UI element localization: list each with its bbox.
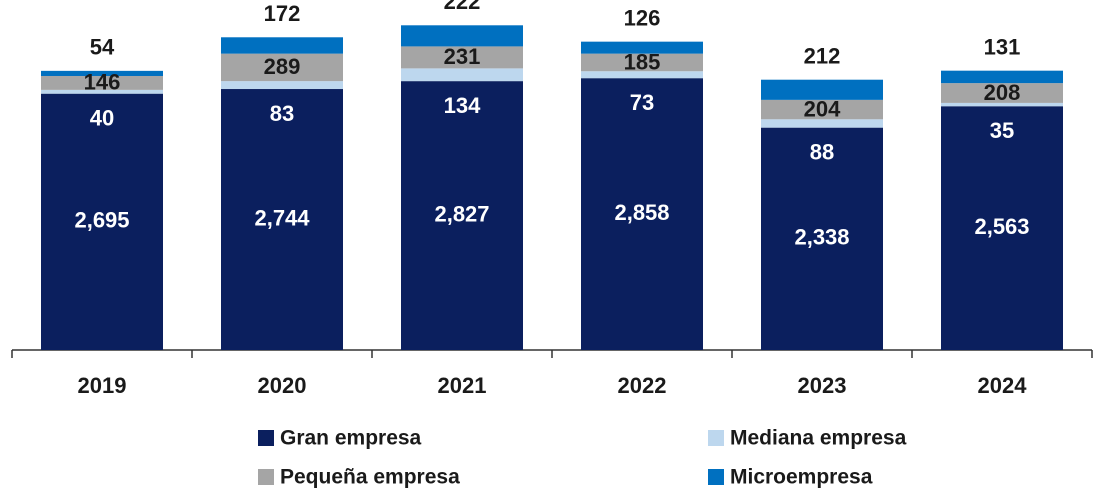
bar-segment xyxy=(941,70,1063,84)
data-label: 212 xyxy=(804,44,841,69)
bar-segment xyxy=(581,78,703,350)
legend-swatch xyxy=(708,469,724,485)
data-label: 146 xyxy=(84,70,121,95)
data-label: 289 xyxy=(264,54,301,79)
bar-segment xyxy=(221,81,343,90)
bar-segment xyxy=(221,37,343,54)
legend-label: Pequeña empresa xyxy=(280,466,460,489)
x-tick-label: 2021 xyxy=(438,373,487,398)
data-label: 2,563 xyxy=(974,214,1029,239)
data-label: 134 xyxy=(444,93,481,118)
bar-segment xyxy=(401,68,523,82)
data-label: 73 xyxy=(630,90,654,115)
x-tick-label: 2023 xyxy=(798,373,847,398)
bar-segment xyxy=(41,70,163,76)
data-label: 2,858 xyxy=(614,200,669,225)
data-label: 185 xyxy=(624,49,661,74)
data-label: 2,695 xyxy=(74,208,129,233)
legend-swatch xyxy=(258,469,274,485)
bar-segment xyxy=(941,102,1063,107)
data-label: 54 xyxy=(90,35,115,60)
bar-segment xyxy=(41,89,163,94)
bar-segment xyxy=(221,53,343,82)
legend-label: Mediana empresa xyxy=(730,427,907,450)
legend-swatch xyxy=(708,430,724,446)
data-label: 231 xyxy=(444,44,481,69)
bar-segment xyxy=(761,79,883,100)
legend-swatch xyxy=(258,430,274,446)
bar-segment xyxy=(581,53,703,72)
bar-segment xyxy=(761,127,883,351)
data-label: 83 xyxy=(270,101,294,126)
bar-segment xyxy=(581,41,703,54)
bar-segment xyxy=(941,106,1063,350)
data-label: 35 xyxy=(990,118,1014,143)
x-tick-label: 2022 xyxy=(618,373,667,398)
data-label: 172 xyxy=(264,1,301,26)
bar-segment xyxy=(581,71,703,79)
data-label: 2,338 xyxy=(794,225,849,250)
bar-segment xyxy=(221,89,343,351)
data-label: 131 xyxy=(984,34,1021,59)
bar-segment xyxy=(761,119,883,128)
data-label: 208 xyxy=(984,80,1021,105)
legend-label: Microempresa xyxy=(730,466,873,489)
data-label: 126 xyxy=(624,5,661,30)
bar-segment xyxy=(401,46,523,69)
bar-segment xyxy=(401,81,523,350)
bar-segment xyxy=(941,83,1063,103)
bar-segment xyxy=(761,99,883,120)
data-label: 204 xyxy=(804,96,841,121)
data-label: 88 xyxy=(810,139,834,164)
x-tick-label: 2020 xyxy=(258,373,307,398)
bar-segment xyxy=(41,93,163,350)
data-label: 222 xyxy=(444,0,481,14)
x-tick-label: 2019 xyxy=(78,373,127,398)
data-label: 2,744 xyxy=(254,205,310,230)
data-label: 40 xyxy=(90,105,114,130)
data-label: 2,827 xyxy=(434,201,489,226)
x-tick-label: 2024 xyxy=(978,373,1028,398)
legend-label: Gran empresa xyxy=(280,427,422,450)
bar-segment xyxy=(401,25,523,47)
bar-segment xyxy=(41,75,163,90)
